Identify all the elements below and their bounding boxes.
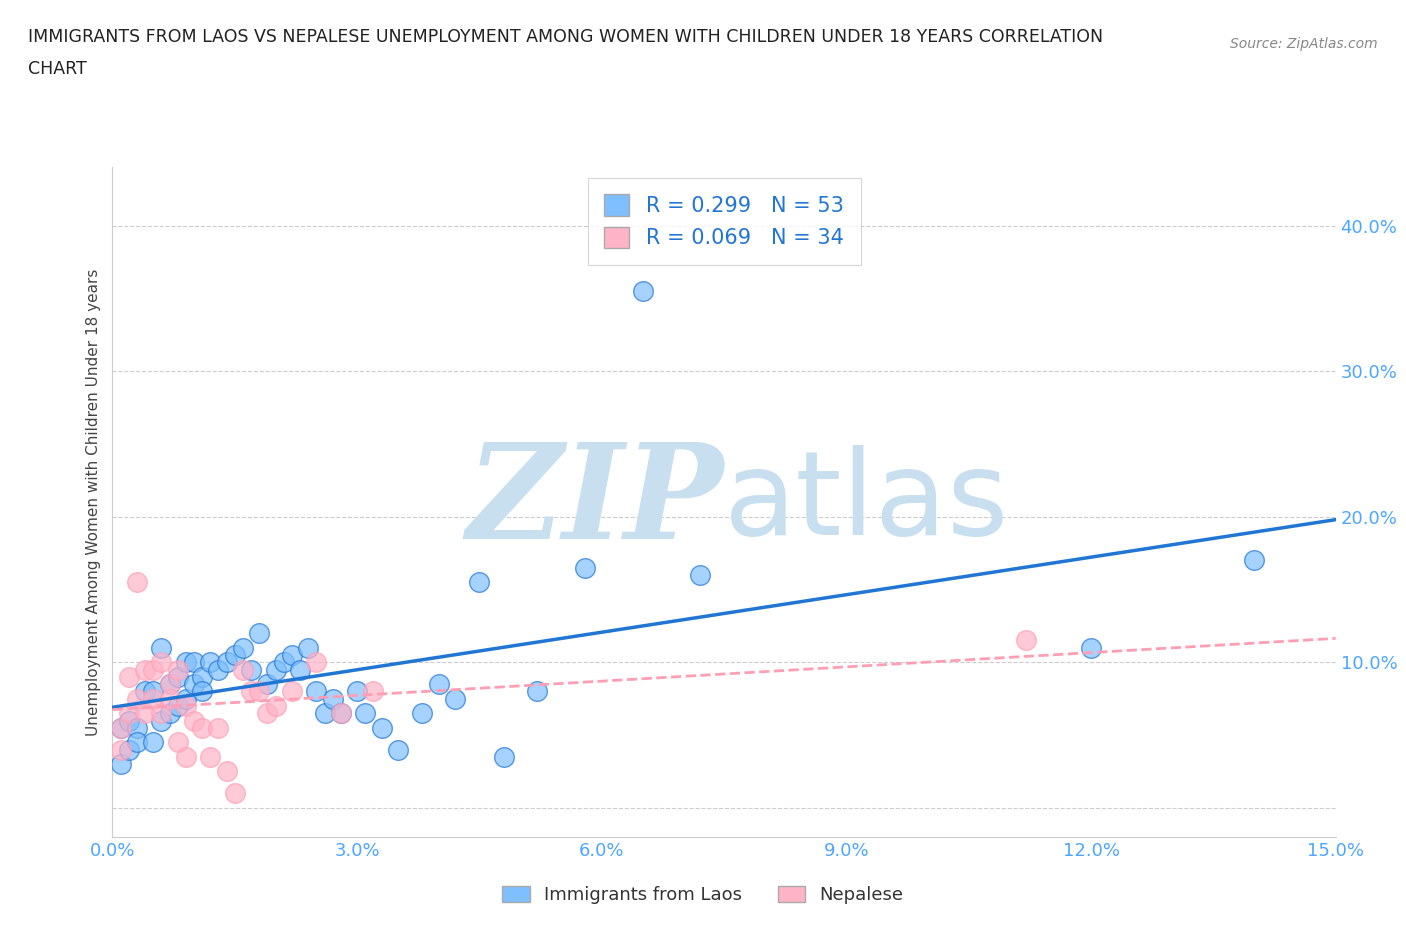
Point — [159, 691, 181, 706]
Point — [468, 575, 491, 590]
Point — [150, 641, 173, 656]
Point — [444, 691, 467, 706]
Point — [166, 735, 188, 750]
Text: IMMIGRANTS FROM LAOS VS NEPALESE UNEMPLOYMENT AMONG WOMEN WITH CHILDREN UNDER 18: IMMIGRANTS FROM LAOS VS NEPALESE UNEMPLO… — [28, 28, 1104, 46]
Point — [159, 677, 181, 692]
Point — [329, 706, 352, 721]
Point — [215, 764, 238, 779]
Point — [264, 698, 287, 713]
Point — [224, 786, 246, 801]
Point — [281, 684, 304, 698]
Point — [281, 647, 304, 662]
Point — [273, 655, 295, 670]
Point — [689, 567, 711, 582]
Point — [142, 662, 165, 677]
Point — [118, 713, 141, 728]
Y-axis label: Unemployment Among Women with Children Under 18 years: Unemployment Among Women with Children U… — [86, 269, 101, 736]
Point — [191, 684, 214, 698]
Point — [305, 655, 328, 670]
Legend: Immigrants from Laos, Nepalese: Immigrants from Laos, Nepalese — [495, 879, 911, 911]
Point — [354, 706, 377, 721]
Legend: R = 0.299   N = 53, R = 0.069   N = 34: R = 0.299 N = 53, R = 0.069 N = 34 — [588, 178, 860, 265]
Point — [110, 721, 132, 736]
Point — [574, 560, 596, 575]
Point — [118, 670, 141, 684]
Point — [125, 691, 148, 706]
Point — [264, 662, 287, 677]
Point — [526, 684, 548, 698]
Text: atlas: atlas — [724, 445, 1010, 560]
Point — [207, 721, 229, 736]
Point — [183, 655, 205, 670]
Point — [240, 684, 263, 698]
Point — [240, 662, 263, 677]
Point — [322, 691, 344, 706]
Point — [118, 742, 141, 757]
Point — [150, 655, 173, 670]
Point — [207, 662, 229, 677]
Point — [183, 677, 205, 692]
Text: Source: ZipAtlas.com: Source: ZipAtlas.com — [1230, 37, 1378, 51]
Point — [125, 575, 148, 590]
Point — [346, 684, 368, 698]
Point — [1015, 633, 1038, 648]
Point — [256, 706, 278, 721]
Point — [200, 655, 222, 670]
Point — [492, 750, 515, 764]
Point — [110, 757, 132, 772]
Point — [183, 713, 205, 728]
Text: CHART: CHART — [28, 60, 87, 78]
Point — [247, 626, 270, 641]
Point — [232, 662, 254, 677]
Point — [150, 706, 173, 721]
Point — [1080, 641, 1102, 656]
Point — [363, 684, 385, 698]
Point — [142, 684, 165, 698]
Point — [288, 662, 311, 677]
Point — [370, 721, 392, 736]
Point — [125, 721, 148, 736]
Point — [159, 706, 181, 721]
Point — [125, 735, 148, 750]
Text: ZIP: ZIP — [467, 438, 724, 566]
Point — [142, 691, 165, 706]
Point — [174, 750, 197, 764]
Point — [134, 684, 156, 698]
Point — [191, 670, 214, 684]
Point — [314, 706, 336, 721]
Point — [110, 742, 132, 757]
Point — [215, 655, 238, 670]
Point — [224, 647, 246, 662]
Point — [150, 713, 173, 728]
Point — [387, 742, 409, 757]
Point — [159, 677, 181, 692]
Point — [329, 706, 352, 721]
Point — [142, 735, 165, 750]
Point — [427, 677, 450, 692]
Point — [305, 684, 328, 698]
Point — [191, 721, 214, 736]
Point — [631, 284, 654, 299]
Point — [174, 655, 197, 670]
Point — [134, 706, 156, 721]
Point — [110, 721, 132, 736]
Point — [200, 750, 222, 764]
Point — [297, 641, 319, 656]
Point — [1243, 553, 1265, 568]
Point — [174, 691, 197, 706]
Point — [134, 662, 156, 677]
Point — [232, 641, 254, 656]
Point — [247, 684, 270, 698]
Point — [166, 662, 188, 677]
Point — [411, 706, 433, 721]
Point — [166, 670, 188, 684]
Point — [166, 698, 188, 713]
Point — [174, 698, 197, 713]
Point — [256, 677, 278, 692]
Point — [118, 706, 141, 721]
